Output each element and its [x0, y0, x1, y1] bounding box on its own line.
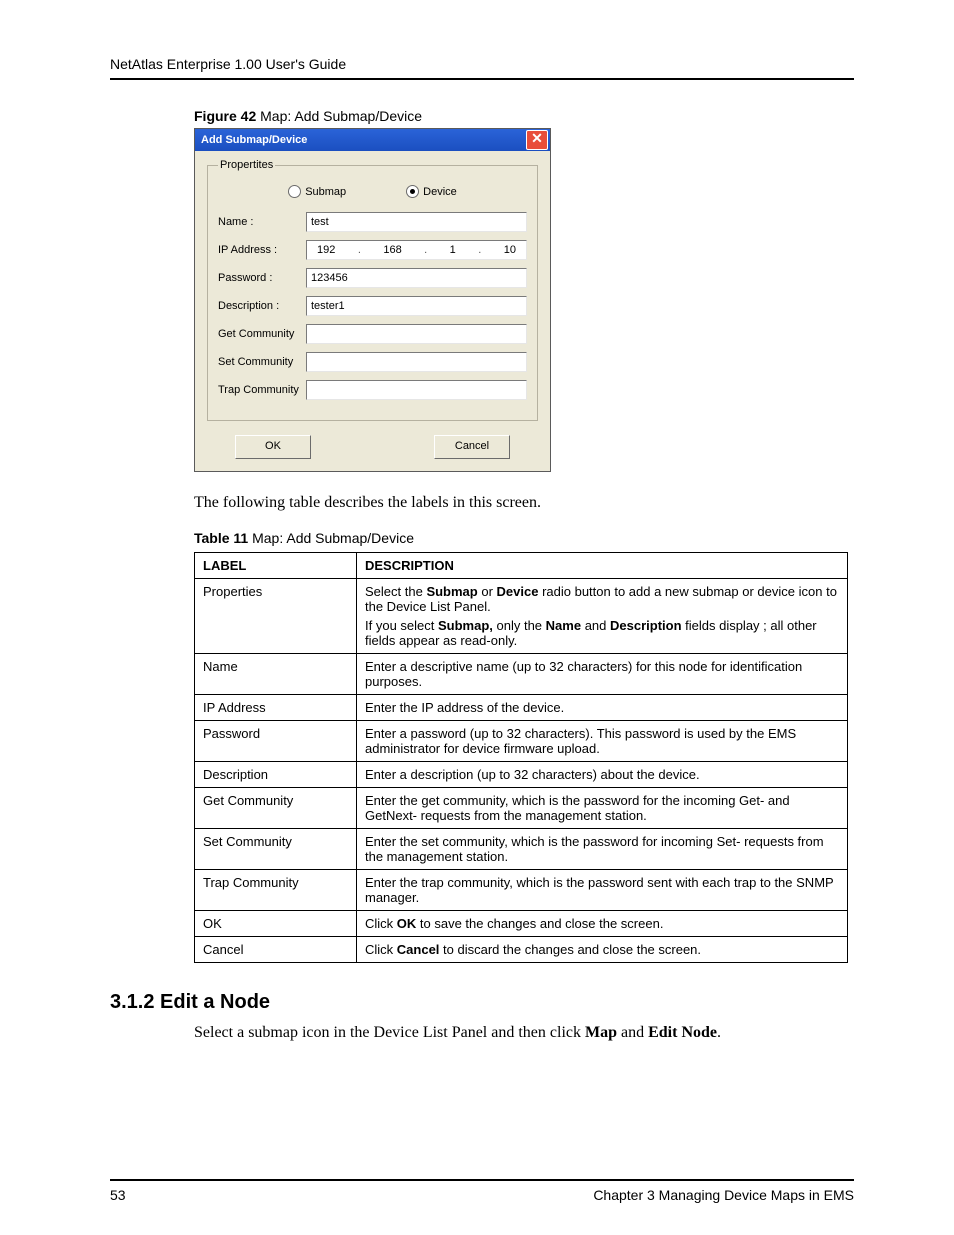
- cell-label: Set Community: [195, 829, 357, 870]
- description-label: Description :: [218, 300, 306, 312]
- name-label: Name :: [218, 216, 306, 228]
- dialog-button-row: OK Cancel: [235, 435, 510, 459]
- dialog-title: Add Submap/Device: [201, 134, 307, 146]
- figure-label-text: Map: Add Submap/Device: [256, 108, 422, 124]
- table-caption: Table 11 Map: Add Submap/Device: [194, 530, 854, 546]
- table-row: Description Enter a description (up to 3…: [195, 762, 848, 788]
- table-row: Properties Select the Submap or Device r…: [195, 579, 848, 654]
- get-community-label: Get Community: [218, 328, 306, 340]
- table-row: Set Community Enter the set community, w…: [195, 829, 848, 870]
- ip-label: IP Address :: [218, 244, 306, 256]
- submap-radio-item[interactable]: Submap: [288, 185, 346, 198]
- dialog-body: Propertites Submap Device Name : test: [195, 151, 550, 471]
- table-row: Name Enter a descriptive name (up to 32 …: [195, 654, 848, 695]
- cell-label: Password: [195, 721, 357, 762]
- name-row: Name : test: [218, 212, 527, 232]
- table-row: IP Address Enter the IP address of the d…: [195, 695, 848, 721]
- footer-rule: [110, 1179, 854, 1181]
- cancel-button[interactable]: Cancel: [434, 435, 510, 459]
- trap-community-row: Trap Community: [218, 380, 527, 400]
- ip-dot: .: [358, 241, 361, 259]
- section-body: Select a submap icon in the Device List …: [194, 1024, 854, 1042]
- description-input[interactable]: tester1: [306, 296, 527, 316]
- cell-label: Properties: [195, 579, 357, 654]
- chapter-title: Chapter 3 Managing Device Maps in EMS: [593, 1187, 854, 1203]
- table-label-text: Map: Add Submap/Device: [248, 530, 414, 546]
- ok-button[interactable]: OK: [235, 435, 311, 459]
- device-radio-item[interactable]: Device: [406, 185, 457, 198]
- table-row: Cancel Click Cancel to discard the chang…: [195, 937, 848, 963]
- close-icon[interactable]: ✕: [526, 130, 548, 150]
- ip-dot: .: [478, 241, 481, 259]
- th-label: LABEL: [195, 553, 357, 579]
- dialog-titlebar: Add Submap/Device ✕: [195, 129, 550, 151]
- figure-label-bold: Figure 42: [194, 108, 256, 124]
- cell-description: Select the Submap or Device radio button…: [357, 579, 848, 654]
- ip-octet-a[interactable]: 192: [317, 241, 335, 259]
- trap-community-label: Trap Community: [218, 384, 306, 396]
- paragraph-after-figure: The following table describes the labels…: [194, 494, 854, 512]
- ip-octet-d[interactable]: 10: [504, 241, 516, 259]
- add-submap-device-dialog: Add Submap/Device ✕ Propertites Submap D…: [194, 128, 551, 472]
- properties-legend: Propertites: [218, 159, 275, 171]
- cell-label: Name: [195, 654, 357, 695]
- ip-input[interactable]: 192. 168. 1. 10: [306, 240, 527, 260]
- password-row: Password : 123456: [218, 268, 527, 288]
- set-community-row: Set Community: [218, 352, 527, 372]
- table-label-bold: Table 11: [194, 530, 248, 546]
- section-heading: 3.1.2 Edit a Node: [110, 991, 854, 1014]
- table-row: Get Community Enter the get community, w…: [195, 788, 848, 829]
- get-community-row: Get Community: [218, 324, 527, 344]
- device-radio[interactable]: [406, 185, 419, 198]
- properties-fieldset: Propertites Submap Device Name : test: [207, 159, 538, 421]
- name-input[interactable]: test: [306, 212, 527, 232]
- running-head: NetAtlas Enterprise 1.00 User's Guide: [110, 56, 854, 72]
- cell-description: Enter the IP address of the device.: [357, 695, 848, 721]
- cell-label: OK: [195, 911, 357, 937]
- trap-community-input[interactable]: [306, 380, 527, 400]
- cell-description: Enter a description (up to 32 characters…: [357, 762, 848, 788]
- table-row: Trap Community Enter the trap community,…: [195, 870, 848, 911]
- table-row: OK Click OK to save the changes and clos…: [195, 911, 848, 937]
- cell-description: Enter the trap community, which is the p…: [357, 870, 848, 911]
- th-description: DESCRIPTION: [357, 553, 848, 579]
- cell-description: Enter the set community, which is the pa…: [357, 829, 848, 870]
- page-footer: 53 Chapter 3 Managing Device Maps in EMS: [110, 1179, 854, 1203]
- cell-label: Description: [195, 762, 357, 788]
- table-header-row: LABEL DESCRIPTION: [195, 553, 848, 579]
- cell-label: Cancel: [195, 937, 357, 963]
- description-row: Description : tester1: [218, 296, 527, 316]
- ip-dot: .: [424, 241, 427, 259]
- device-radio-label: Device: [423, 186, 457, 198]
- cell-description: Enter a password (up to 32 characters). …: [357, 721, 848, 762]
- set-community-input[interactable]: [306, 352, 527, 372]
- submap-radio[interactable]: [288, 185, 301, 198]
- password-input[interactable]: 123456: [306, 268, 527, 288]
- table-row: Password Enter a password (up to 32 char…: [195, 721, 848, 762]
- page-number: 53: [110, 1187, 126, 1203]
- ip-octet-b[interactable]: 168: [383, 241, 401, 259]
- cell-description: Enter the get community, which is the pa…: [357, 788, 848, 829]
- ip-octet-c[interactable]: 1: [450, 241, 456, 259]
- cell-label: Get Community: [195, 788, 357, 829]
- cell-description: Click OK to save the changes and close t…: [357, 911, 848, 937]
- submap-radio-label: Submap: [305, 186, 346, 198]
- get-community-input[interactable]: [306, 324, 527, 344]
- ip-row: IP Address : 192. 168. 1. 10: [218, 240, 527, 260]
- password-label: Password :: [218, 272, 306, 284]
- set-community-label: Set Community: [218, 356, 306, 368]
- cell-description: Click Cancel to discard the changes and …: [357, 937, 848, 963]
- type-radio-group: Submap Device: [218, 185, 527, 198]
- cell-label: IP Address: [195, 695, 357, 721]
- cell-label: Trap Community: [195, 870, 357, 911]
- description-table: LABEL DESCRIPTION Properties Select the …: [194, 552, 848, 963]
- header-rule: [110, 78, 854, 80]
- cell-description: Enter a descriptive name (up to 32 chara…: [357, 654, 848, 695]
- figure-caption: Figure 42 Map: Add Submap/Device: [194, 108, 854, 124]
